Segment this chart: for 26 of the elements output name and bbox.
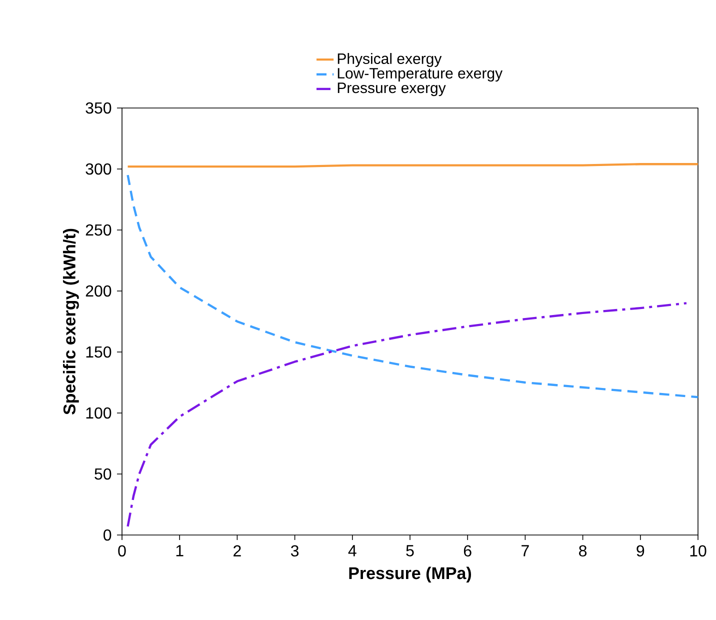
- x-tick-label: 6: [464, 545, 472, 557]
- x-tick-label: 9: [636, 545, 644, 557]
- x-tick-label: 2: [234, 545, 241, 556]
- y-tick-label: 350: [86, 102, 112, 114]
- x-tick-label: 0: [118, 545, 126, 557]
- y-tick-label: 150: [86, 346, 112, 358]
- legend-label: Physical exergy: [338, 52, 442, 67]
- x-axis-title: Pressure (MPa): [349, 566, 472, 583]
- legend-label: Pressure exergy: [338, 82, 446, 96]
- y-tick-label: 100: [86, 407, 112, 419]
- legend-label: Low-Temperature exergy: [338, 68, 503, 82]
- x-tick-label: 1: [176, 545, 184, 556]
- x-tick-label: 5: [406, 545, 414, 556]
- x-tick-label: 10: [690, 545, 706, 557]
- x-tick-label: 3: [290, 545, 299, 557]
- y-tick-label: 200: [86, 285, 112, 297]
- y-tick-label: 50: [94, 468, 112, 480]
- x-tick-label: 4: [348, 545, 356, 556]
- line-series: [126, 302, 688, 528]
- x-tick-label: 8: [579, 545, 587, 557]
- y-tick-label: 250: [86, 224, 112, 236]
- y-axis-title: Specific exergy (kWh/t): [62, 228, 79, 415]
- line-series: [126, 174, 698, 398]
- y-tick-label: 300: [86, 163, 112, 175]
- x-tick-label: 7: [522, 545, 529, 556]
- y-tick-label: 0: [104, 529, 112, 541]
